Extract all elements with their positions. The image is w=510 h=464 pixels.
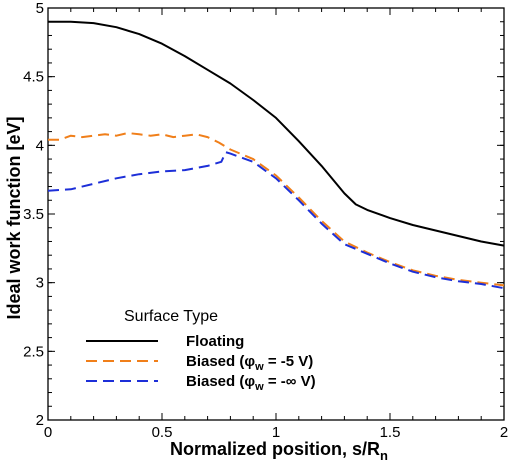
x-tick-label: 0 bbox=[44, 424, 52, 441]
y-tick-label: 2 bbox=[36, 412, 44, 429]
y-tick-label: 2.5 bbox=[23, 343, 44, 360]
plot-area bbox=[47, 20, 505, 290]
legend-label-2: Biased (φw = -5 V) bbox=[186, 353, 313, 373]
series-line-2 bbox=[48, 132, 505, 287]
legend-items: Floating Biased (φw = -5 V)Biased (φw = -… bbox=[86, 333, 316, 393]
legend-title: Surface Type bbox=[124, 308, 218, 325]
x-tick-label: 1.5 bbox=[380, 424, 401, 441]
x-tick-label: 1 bbox=[272, 424, 280, 441]
x-tick-label: 0.5 bbox=[152, 424, 173, 441]
y-tick-label: 4 bbox=[36, 137, 44, 154]
y-tick-label: 3 bbox=[36, 275, 44, 292]
series-line-1 bbox=[48, 20, 505, 247]
legend-label-3: Biased (φw = -∞ V) bbox=[186, 373, 316, 393]
y-tick-label: 3.5 bbox=[23, 206, 44, 223]
legend: Surface Type Floating Biased (φw = -5 V)B… bbox=[86, 308, 316, 393]
y-axis-label: Ideal work function [eV] bbox=[4, 116, 24, 319]
y-tick-label: 5 bbox=[36, 0, 44, 17]
x-axis-label: Normalized position, s/Rn bbox=[170, 439, 388, 463]
x-tick-label: 2 bbox=[500, 424, 508, 441]
series-line-3 bbox=[47, 151, 505, 290]
legend-label-1: Floating bbox=[186, 333, 244, 350]
y-tick-label: 4.5 bbox=[23, 69, 44, 86]
axes-frame bbox=[47, 7, 505, 421]
tick-labels: 0 0.5 1 1.5 2 2 2.5 3 3.5 4 4.5 5 bbox=[23, 0, 508, 441]
